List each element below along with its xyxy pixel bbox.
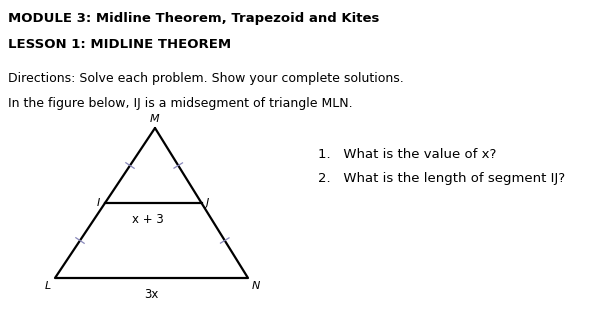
Text: MODULE 3: Midline Theorem, Trapezoid and Kites: MODULE 3: Midline Theorem, Trapezoid and… [8, 12, 379, 25]
Text: I: I [97, 198, 100, 208]
Text: 2.   What is the length of segment IJ?: 2. What is the length of segment IJ? [318, 172, 565, 185]
Text: In the figure below, IJ is a midsegment of triangle MLN.: In the figure below, IJ is a midsegment … [8, 97, 353, 110]
Text: L: L [44, 281, 51, 291]
Text: LESSON 1: MIDLINE THEOREM: LESSON 1: MIDLINE THEOREM [8, 38, 231, 51]
Text: M: M [150, 114, 160, 124]
Text: N: N [252, 281, 260, 291]
Text: x + 3: x + 3 [132, 213, 164, 226]
Text: 3x: 3x [144, 288, 159, 301]
Text: J: J [206, 198, 209, 208]
Text: Directions: Solve each problem. Show your complete solutions.: Directions: Solve each problem. Show you… [8, 72, 404, 85]
Text: 1.   What is the value of x?: 1. What is the value of x? [318, 148, 496, 161]
